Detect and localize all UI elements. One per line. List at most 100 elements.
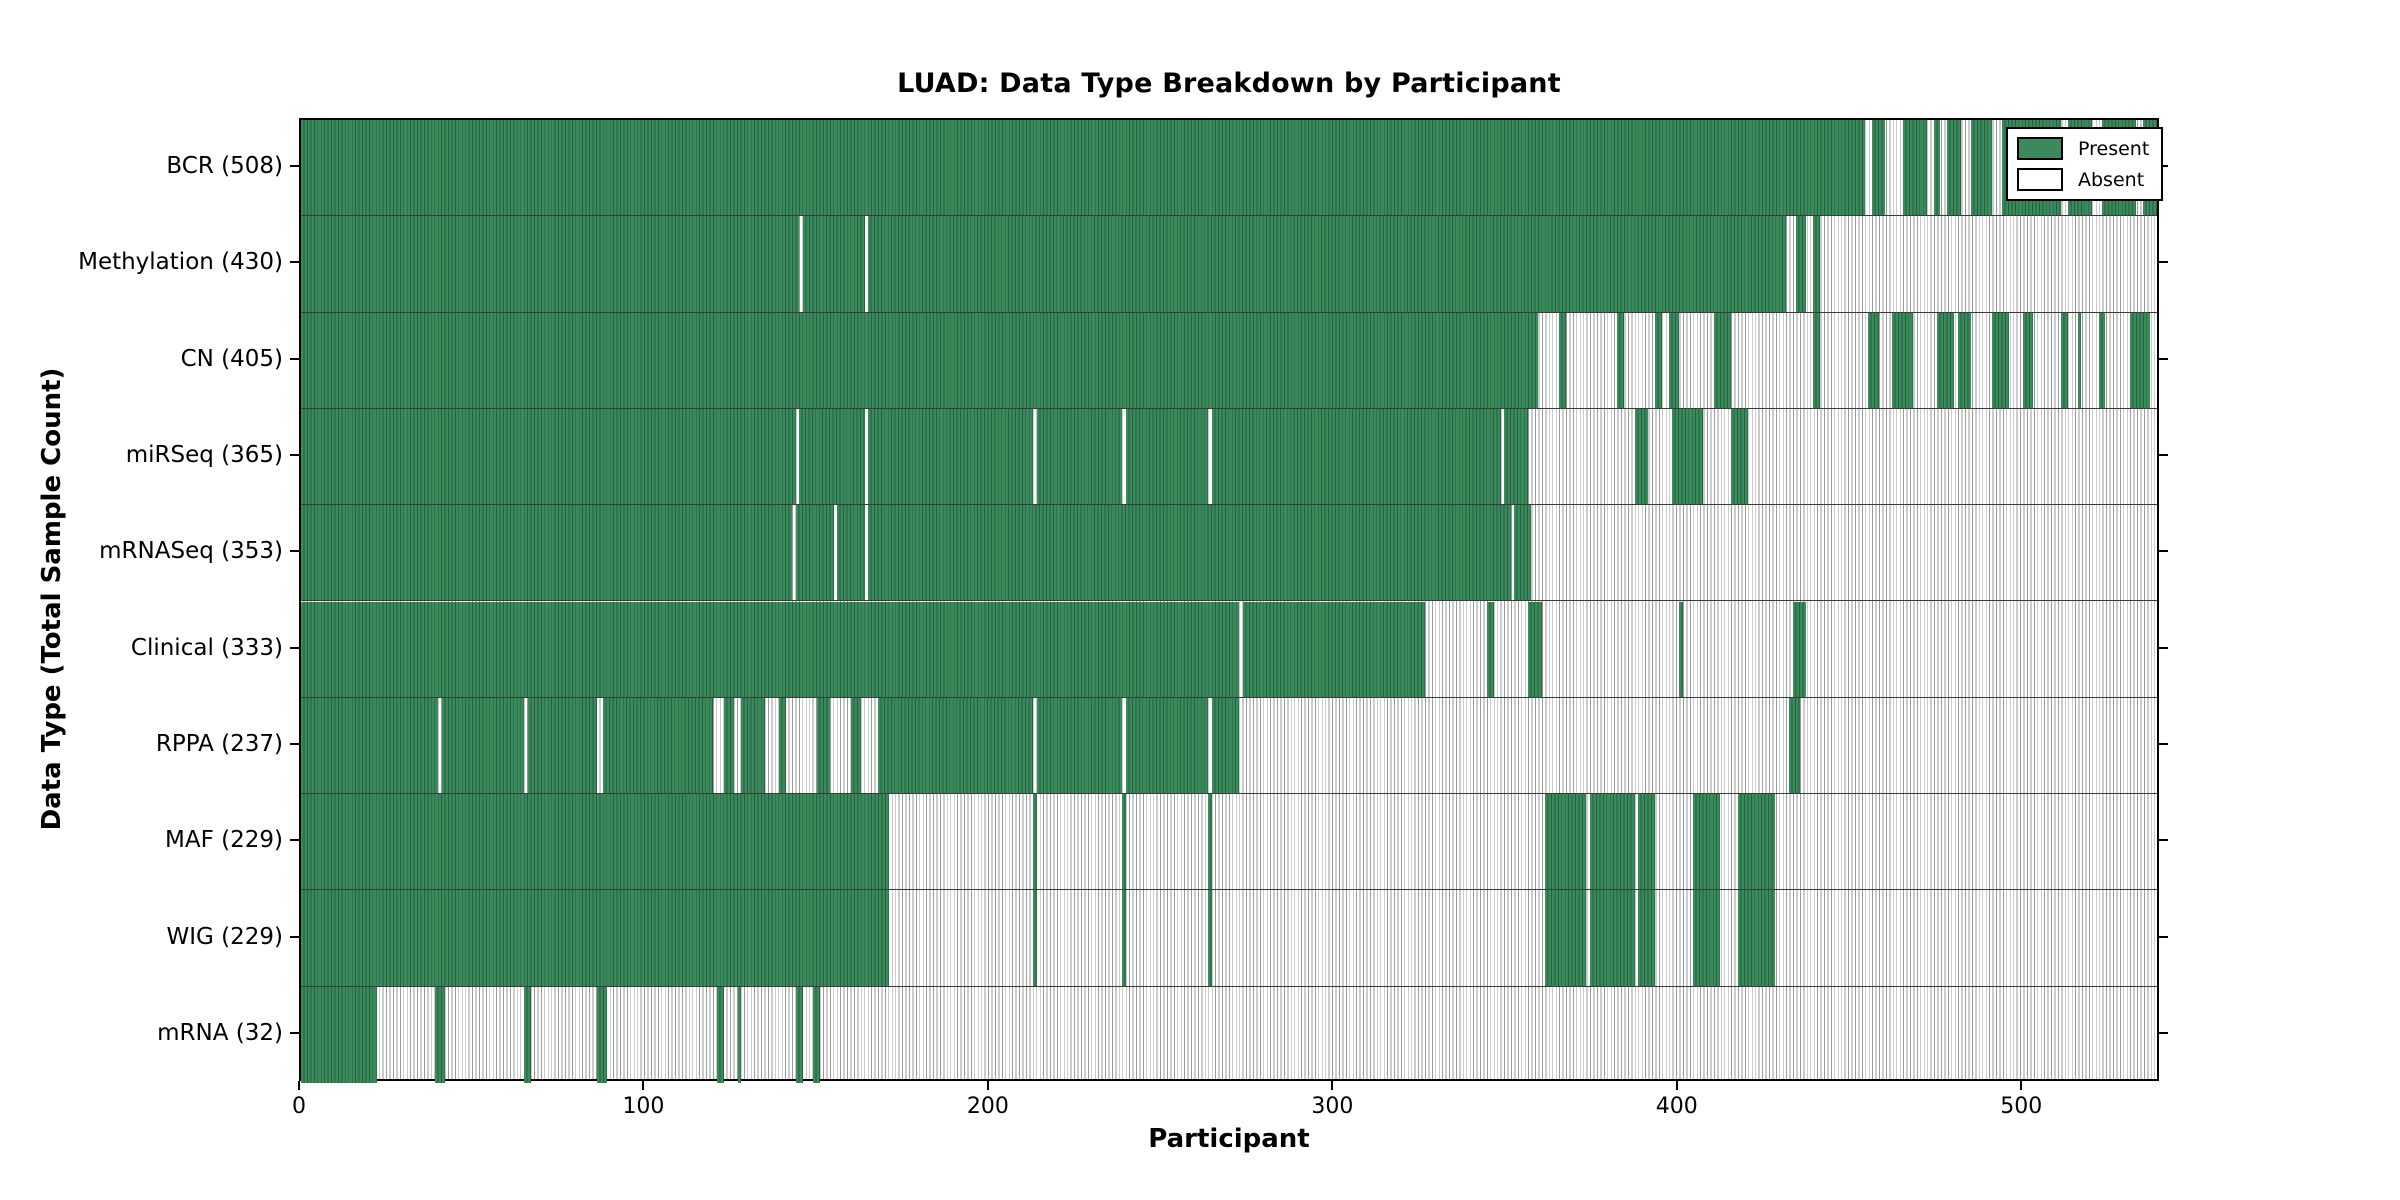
present-segment — [1122, 890, 1126, 986]
y-tick-mark-right — [2159, 165, 2168, 168]
present-segment — [1672, 408, 1704, 505]
row-cn — [301, 312, 2157, 409]
y-tick-mark-left — [290, 742, 299, 745]
x-tick-label: 0 — [292, 1094, 306, 1119]
present-segment — [1208, 890, 1212, 986]
x-tick-mark — [1331, 1081, 1334, 1090]
y-tick-mark-left — [290, 550, 299, 553]
present-segment — [1033, 890, 1037, 986]
x-tick-label: 500 — [2000, 1094, 2043, 1119]
y-tick-mark-left — [290, 357, 299, 360]
x-tick-mark — [298, 1081, 300, 1090]
row-maf — [301, 794, 2157, 891]
present-segment — [1486, 601, 1494, 697]
y-tick-mark-right — [2159, 935, 2168, 938]
present-segment — [716, 986, 724, 1083]
present-segment — [723, 697, 735, 794]
y-tick-mark-right — [2159, 742, 2168, 745]
y-tick-mark-left — [290, 935, 299, 938]
present-segment — [596, 986, 607, 1083]
x-axis-label: Participant — [1148, 1124, 1310, 1154]
present-segment — [1545, 890, 1587, 986]
present-segment — [524, 986, 532, 1083]
present-segment — [1789, 697, 1800, 794]
present-segment — [802, 216, 865, 312]
row-mirseq — [301, 408, 2157, 506]
y-tick-mark-right — [2159, 839, 2168, 842]
present-segment — [1933, 120, 1941, 216]
x-tick-label: 100 — [622, 1094, 665, 1119]
present-segment — [1125, 408, 1209, 505]
present-segment — [1545, 794, 1587, 890]
present-segment — [1813, 216, 1821, 312]
present-segment — [1737, 890, 1776, 986]
present-segment — [301, 794, 889, 890]
present-segment — [301, 216, 800, 312]
present-segment — [737, 986, 741, 1083]
row-clinical — [301, 601, 2157, 698]
present-segment — [1668, 312, 1680, 408]
present-segment — [1211, 408, 1501, 505]
y-tick-mark-right — [2159, 1031, 2168, 1034]
legend-swatch-present-icon — [2017, 137, 2063, 160]
present-segment — [1937, 312, 1955, 408]
row-mrnaseq — [301, 505, 2157, 602]
present-segment — [868, 216, 1786, 312]
row-bcr — [301, 120, 2157, 217]
present-segment — [441, 697, 525, 794]
present-segment — [1033, 794, 1037, 890]
y-tick-mark-left — [290, 1031, 299, 1034]
legend-entry-absent: Absent — [2017, 168, 2149, 191]
present-segment — [1036, 697, 1123, 794]
y-tick-mark-right — [2159, 454, 2168, 457]
present-segment — [2129, 312, 2151, 408]
present-segment — [1208, 794, 1212, 890]
present-segment — [301, 408, 796, 505]
row-mrna — [301, 986, 2157, 1083]
present-segment — [1679, 601, 1683, 697]
present-segment — [301, 890, 889, 986]
y-tick-mark-right — [2159, 357, 2168, 360]
row-methylation — [301, 216, 2157, 313]
present-segment — [837, 505, 865, 601]
present-segment — [2077, 312, 2082, 408]
y-tick-mark-left — [290, 261, 299, 264]
present-segment — [868, 505, 1511, 601]
legend: Present Absent — [2006, 127, 2164, 201]
y-axis-label: Data Type (Total Sample Count) — [37, 367, 67, 831]
present-segment — [1892, 312, 1913, 408]
present-segment — [1655, 312, 1663, 408]
y-tick-mark-right — [2159, 646, 2168, 649]
present-segment — [1634, 408, 1649, 505]
chart-title: LUAD: Data Type Breakdown by Participant — [897, 68, 1561, 99]
y-tick-mark-left — [290, 165, 299, 168]
present-segment — [799, 408, 865, 505]
present-segment — [1211, 697, 1240, 794]
row-rppa — [301, 697, 2157, 795]
y-tick-mark-left — [290, 839, 299, 842]
x-tick-label: 300 — [1311, 1094, 1354, 1119]
x-tick-mark — [1675, 1081, 1678, 1090]
y-tick-label-bcr: BCR (508) — [166, 153, 283, 180]
y-tick-label-wig: WIG (229) — [166, 923, 283, 950]
present-segment — [435, 986, 446, 1083]
present-segment — [1992, 312, 2010, 408]
present-segment — [301, 505, 793, 601]
present-segment — [795, 986, 803, 1083]
present-segment — [1796, 216, 1807, 312]
present-segment — [1947, 120, 1962, 216]
x-tick-label: 200 — [966, 1094, 1009, 1119]
present-segment — [778, 697, 786, 794]
present-segment — [301, 986, 377, 1083]
present-segment — [1713, 312, 1731, 408]
y-tick-mark-left — [290, 454, 299, 457]
present-segment — [868, 408, 1034, 505]
present-segment — [301, 312, 1539, 408]
present-segment — [301, 697, 439, 794]
present-segment — [1730, 408, 1748, 505]
present-segment — [1902, 120, 1927, 216]
present-segment — [1868, 312, 1879, 408]
x-tick-mark — [986, 1081, 989, 1090]
present-segment — [2060, 312, 2068, 408]
